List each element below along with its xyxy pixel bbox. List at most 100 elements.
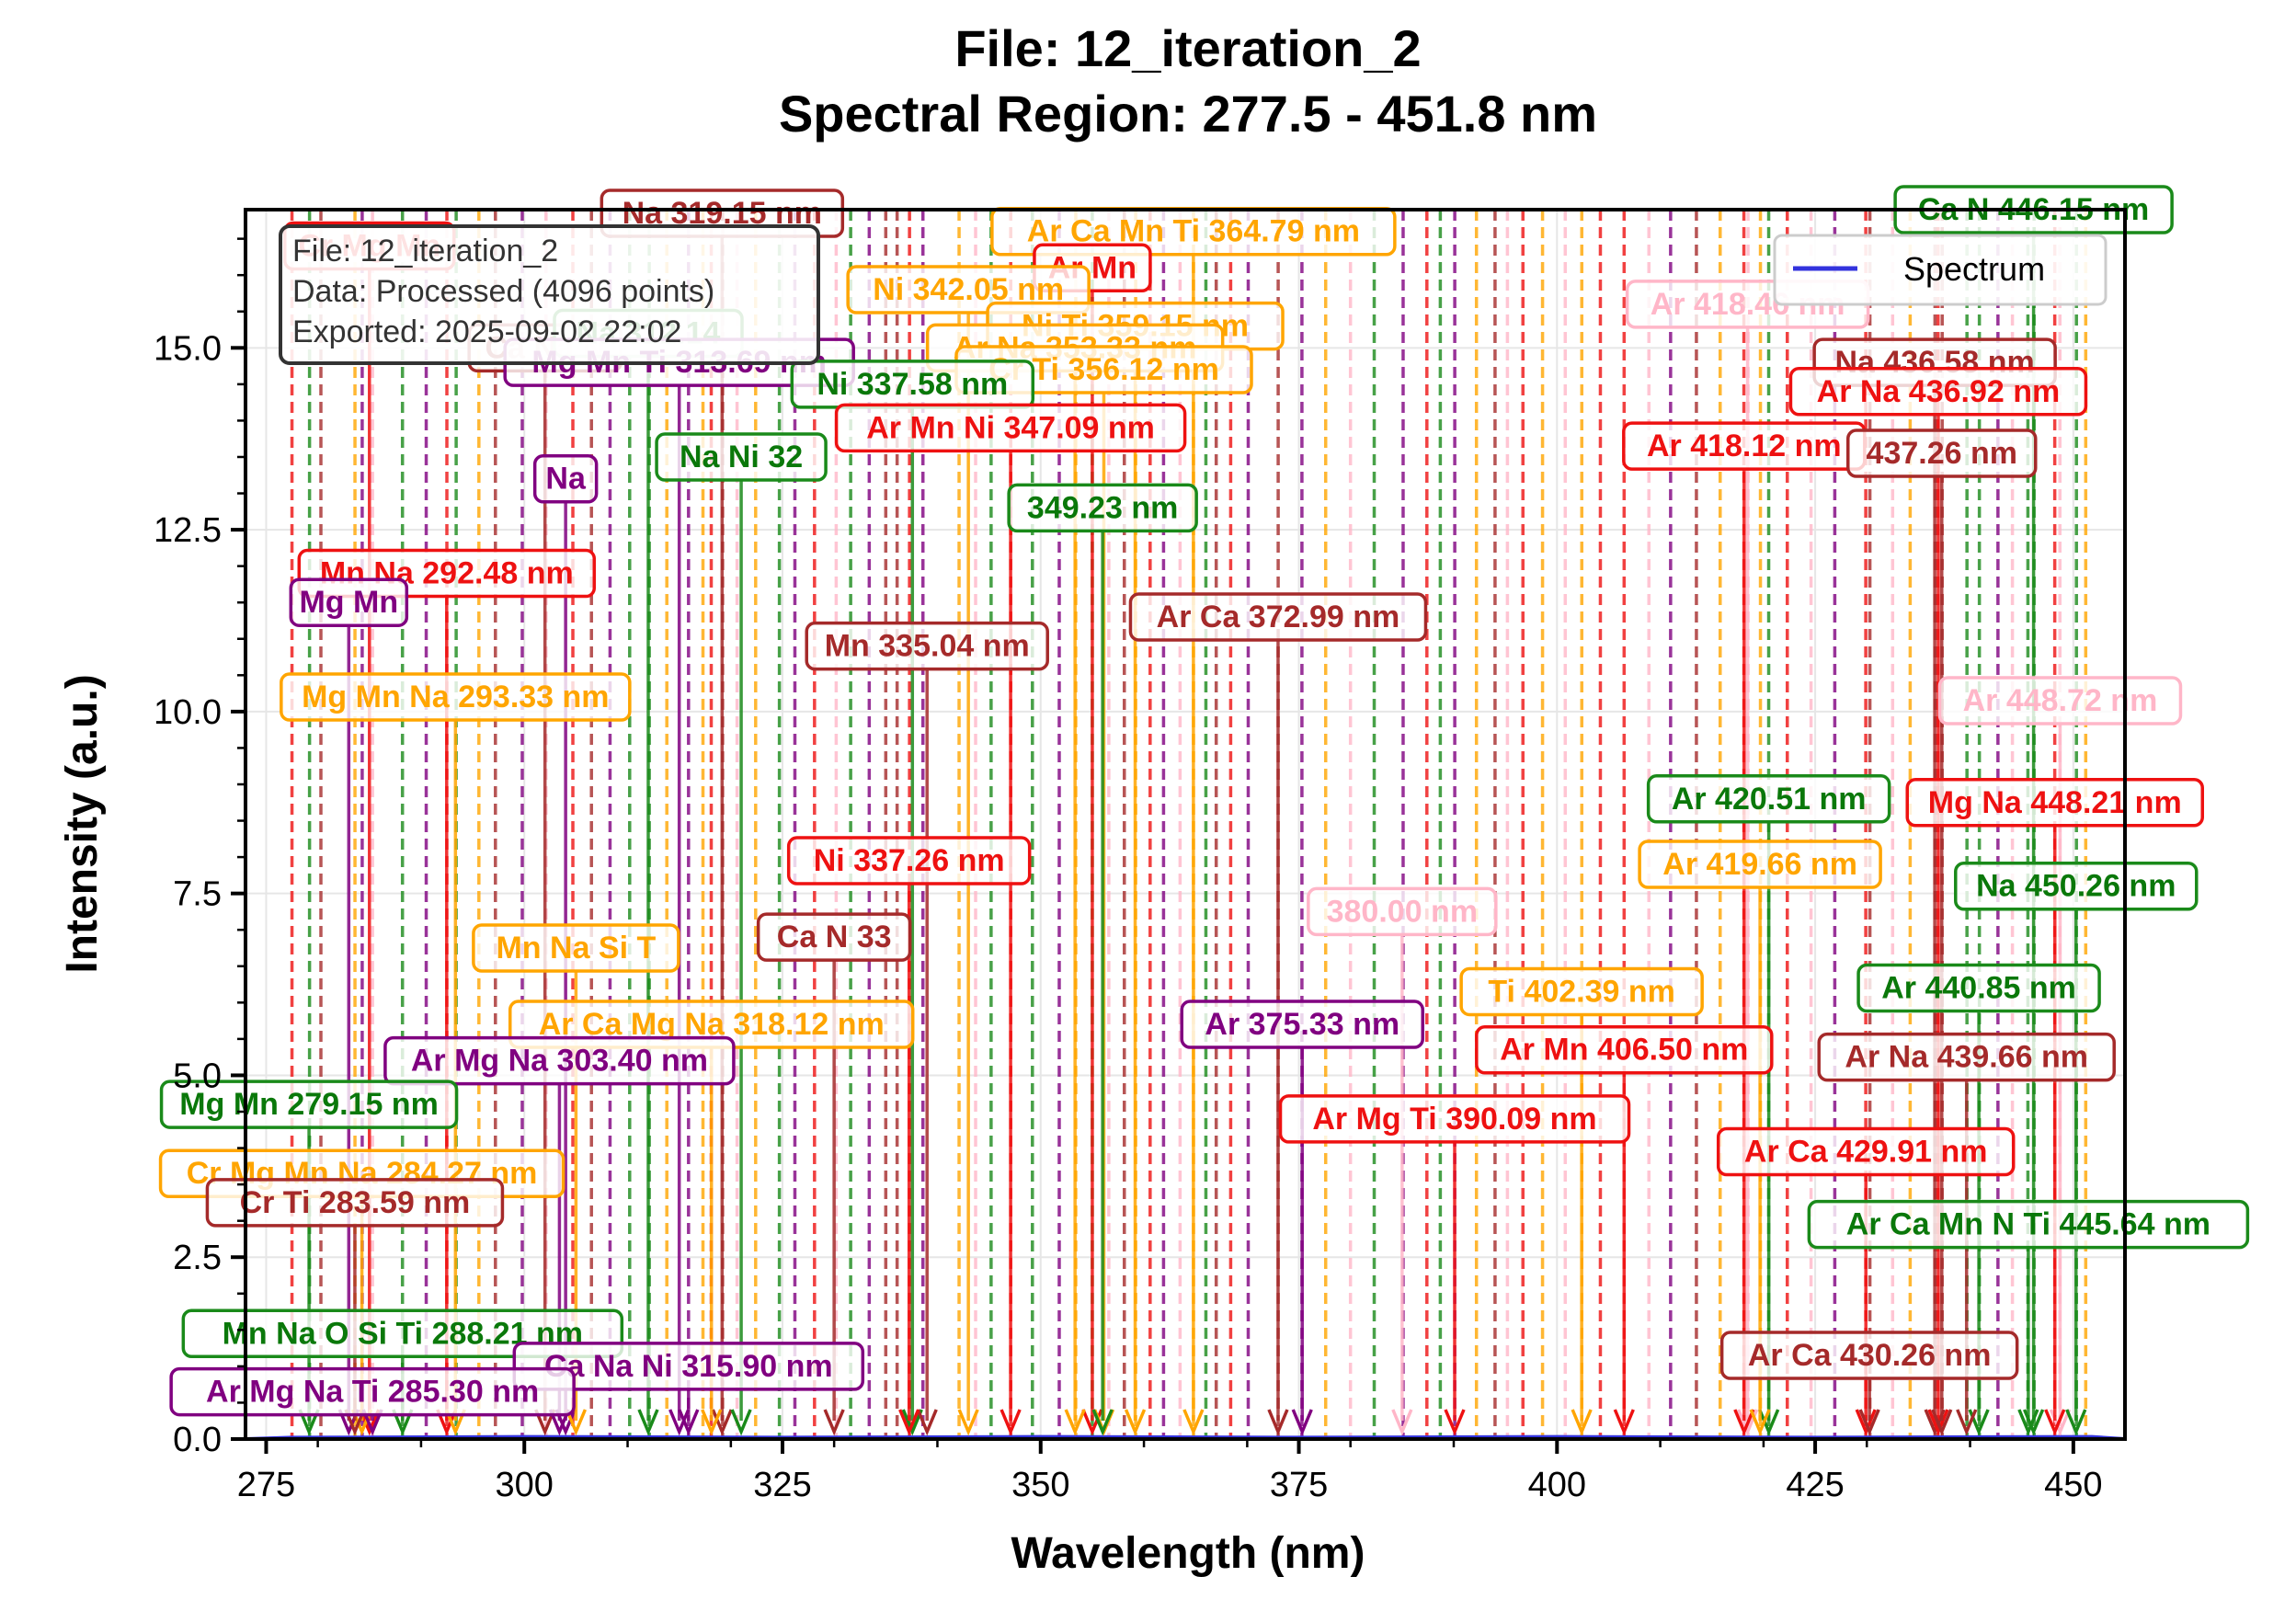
info-box-data: Data: Processed (4096 points) bbox=[292, 274, 714, 309]
annotation-arrow-head-48 bbox=[2017, 1409, 2039, 1436]
y-axis-label: Intensity (a.u.) bbox=[58, 674, 107, 973]
annotation-arrow-head-26 bbox=[1931, 1409, 1953, 1436]
annotation-label-12: Ni 337.58 nm bbox=[817, 367, 1008, 402]
annotation-arrow-head-13 bbox=[1000, 1409, 1022, 1436]
annotation-box-49 bbox=[181, 1308, 624, 1359]
annotation-arrow-head-34 bbox=[565, 1409, 588, 1436]
annotation-arrow-head-14 bbox=[730, 1409, 752, 1436]
annotation-arrow-head-20 bbox=[916, 1409, 938, 1436]
annotation-arrow-head-29 bbox=[2044, 1409, 2066, 1436]
chart-title-line1: File: 12_iteration_2 bbox=[954, 19, 1421, 77]
annotation-arrow-head-10 bbox=[1064, 1409, 1086, 1436]
legend: Spectrum bbox=[1773, 234, 2108, 306]
annotation-label-47: Cr Ti 283.59 nm bbox=[240, 1185, 471, 1220]
y-tick-label-3: 7.5 bbox=[173, 875, 222, 914]
annotation-box-19 bbox=[1128, 592, 1428, 642]
annotation-label-37: Ar 440.85 nm bbox=[1881, 971, 2076, 1006]
x-tick-label-2: 325 bbox=[753, 1466, 811, 1504]
annotation-arrow-head-19 bbox=[1267, 1409, 1289, 1436]
annotation-arrow-head-21 bbox=[444, 1409, 466, 1436]
annotation-box-40 bbox=[1475, 1024, 1774, 1075]
annotation-box-14 bbox=[655, 432, 828, 482]
annotation-box-51 bbox=[169, 1366, 576, 1417]
annotation-label-29: Mg Na 448.21 nm bbox=[1928, 785, 2182, 820]
annotation-box-41 bbox=[1817, 1032, 2116, 1082]
annotation-arrow-head-38 bbox=[701, 1409, 723, 1436]
annotation-arrow-head-42 bbox=[548, 1409, 571, 1436]
annotation-arrow-head-12 bbox=[901, 1409, 923, 1436]
annotation-box-29 bbox=[1905, 778, 2204, 828]
annotation-label-13: Ar Mn Ni 347.09 nm bbox=[866, 410, 1155, 445]
annotation-label-34: Mn Na Si T bbox=[496, 931, 656, 965]
x-tick-label-6: 425 bbox=[1786, 1466, 1844, 1504]
x-tick-label-4: 375 bbox=[1270, 1466, 1328, 1504]
annotation-label-30: Ar 419.66 nm bbox=[1662, 847, 1857, 882]
annotation-arrow-head-17 bbox=[436, 1409, 458, 1436]
annotation-box-31 bbox=[1954, 861, 2199, 911]
annotation-box-46 bbox=[1716, 1126, 2016, 1177]
annotation-label-20: Mn 335.04 nm bbox=[825, 629, 1030, 664]
annotation-box-44 bbox=[1278, 1094, 1631, 1144]
annotation-arrow-head-7 bbox=[534, 1409, 556, 1436]
annotation-box-13 bbox=[834, 403, 1187, 453]
annotation-box-15 bbox=[532, 453, 599, 504]
annotation-arrow-head-5 bbox=[957, 1409, 979, 1436]
annotation-label-52: Ar Ca 430.26 nm bbox=[1748, 1338, 1992, 1373]
annotation-label-16: 349.23 nm bbox=[1027, 490, 1178, 525]
annotation-label-18: Mg Mn bbox=[299, 585, 398, 620]
annotation-box-26 bbox=[1846, 428, 2038, 478]
y-tick-label-4: 10.0 bbox=[154, 693, 222, 732]
annotation-label-46: Ar Ca 429.91 nm bbox=[1744, 1135, 1988, 1170]
annotation-arrow-head-39 bbox=[1291, 1409, 1313, 1436]
annotation-label-43: Mg Mn 279.15 nm bbox=[179, 1087, 439, 1122]
y-tick-label-2: 5.0 bbox=[173, 1057, 222, 1095]
annotation-box-52 bbox=[1719, 1331, 2019, 1380]
annotation-label-25: Ar 418.12 nm bbox=[1647, 428, 1842, 463]
annotation-label-48: Ar Ca Mn N Ti 445.64 nm bbox=[1846, 1207, 2210, 1242]
annotation-arrow-head-8 bbox=[637, 1409, 659, 1436]
annotation-arrow-head-25 bbox=[1733, 1409, 1755, 1436]
annotation-label-38: Ar Ca Mg Na 318.12 nm bbox=[539, 1007, 885, 1042]
x-axis-label: Wavelength (nm) bbox=[1011, 1529, 1365, 1578]
annotation-arrow-head-41 bbox=[1956, 1409, 1978, 1436]
info-box-file: File: 12_iteration_2 bbox=[292, 234, 558, 268]
y-tick-label-6: 15.0 bbox=[154, 329, 222, 368]
annotation-arrow-head-43 bbox=[298, 1409, 320, 1436]
annotation-box-47 bbox=[205, 1178, 505, 1228]
y-tick-label-5: 12.5 bbox=[154, 511, 222, 550]
annotation-label-21: Mg Mn Na 293.33 nm bbox=[302, 680, 609, 714]
info-box: File: 12_iteration_2 Data: Processed (40… bbox=[279, 224, 820, 365]
annotation-arrow-head-1 bbox=[1182, 1409, 1205, 1436]
annotation-box-33 bbox=[756, 912, 912, 962]
x-tick-label-7: 450 bbox=[2044, 1466, 2102, 1504]
annotation-box-20 bbox=[805, 621, 1049, 671]
annotation-box-18 bbox=[289, 577, 409, 627]
annotation-box-35 bbox=[1307, 886, 1498, 937]
annotation-label-41: Ar Na 439.66 nm bbox=[1845, 1040, 2088, 1075]
annotation-label-36: Ti 402.39 nm bbox=[1488, 974, 1675, 1009]
annotation-arrow-head-9 bbox=[668, 1409, 691, 1436]
annotation-box-39 bbox=[1180, 1000, 1424, 1049]
annotation-arrow-head-6 bbox=[1124, 1409, 1147, 1436]
x-tick-label-0: 275 bbox=[237, 1466, 295, 1504]
annotation-label-26: 437.26 nm bbox=[1867, 436, 2017, 471]
annotation-arrow-head-46 bbox=[1855, 1409, 1877, 1436]
annotation-arrow-head-40 bbox=[1613, 1409, 1635, 1436]
annotation-arrow-head-24 bbox=[1927, 1409, 1949, 1436]
annotation-label-32: Ni 337.26 nm bbox=[814, 843, 1005, 878]
legend-spectrum-label: Spectrum bbox=[1903, 250, 2045, 288]
info-box-exported: Exported: 2025-09-02 22:02 bbox=[292, 314, 681, 349]
annotation-box-42 bbox=[383, 1035, 736, 1086]
annotation-box-28 bbox=[1646, 774, 1891, 824]
info-box-frame bbox=[279, 224, 820, 365]
annotation-label-24: Ar Na 436.92 nm bbox=[1817, 374, 2061, 409]
annotation-arrow-head-49 bbox=[392, 1409, 414, 1436]
y-tick-label-1: 2.5 bbox=[173, 1239, 222, 1277]
annotation-label-50: Ca Na Ni 315.90 nm bbox=[544, 1349, 833, 1384]
annotation-arrow-head-47 bbox=[344, 1409, 366, 1436]
annotation-box-32 bbox=[786, 836, 1032, 885]
x-tick-label-3: 350 bbox=[1011, 1466, 1069, 1504]
annotation-box-27 bbox=[1937, 676, 2183, 726]
annotation-label-5: Ni 342.05 nm bbox=[873, 272, 1064, 307]
annotation-box-34 bbox=[472, 923, 680, 973]
